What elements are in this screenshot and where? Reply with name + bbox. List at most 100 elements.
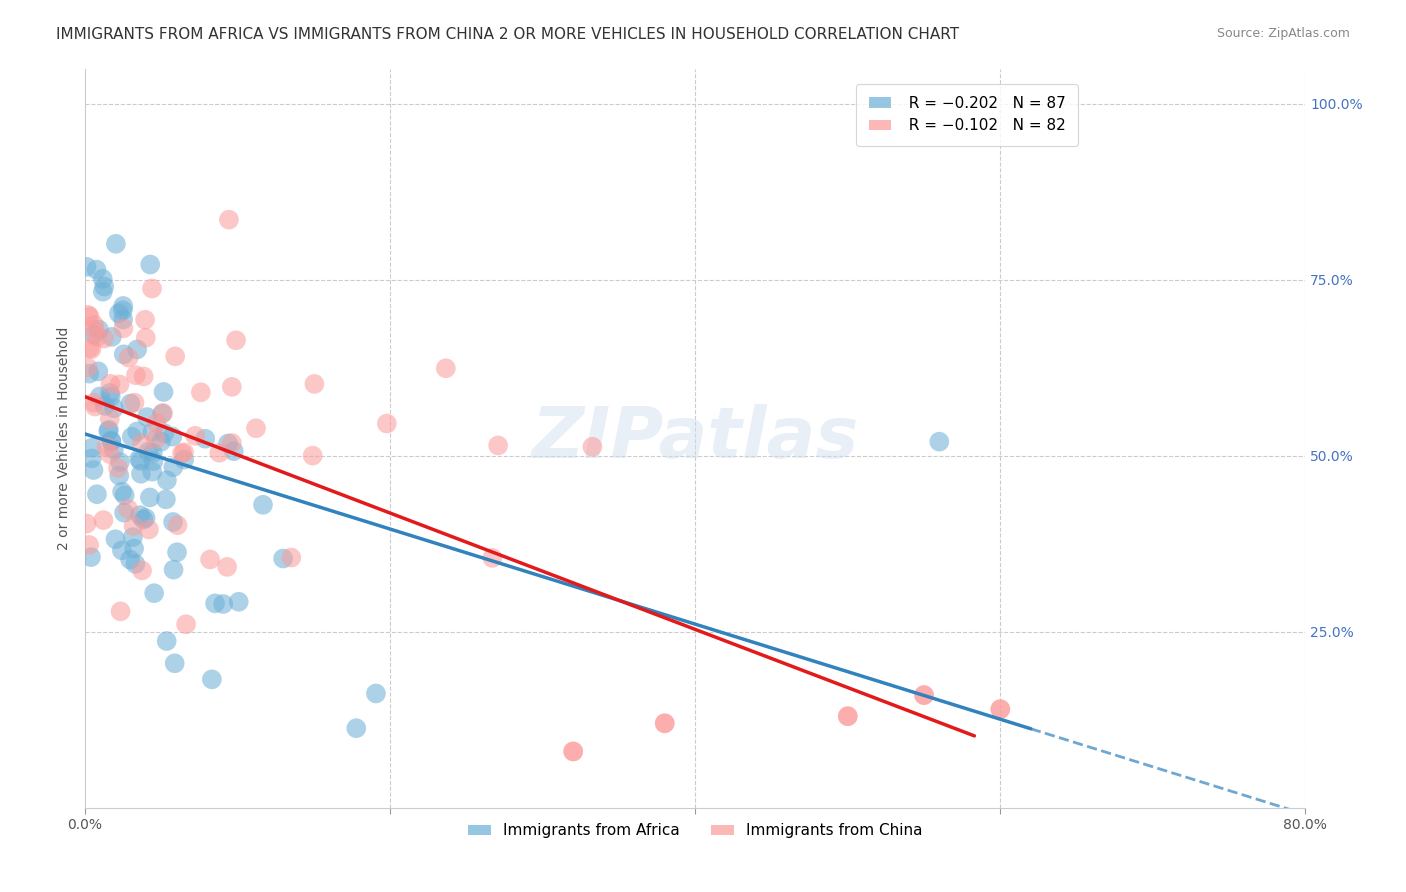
Point (221, 380, 243, 394)
Point (87, 364, 110, 378)
Point (142, 446, 165, 460)
Point (163, 657, 186, 671)
Point (131, 564, 153, 578)
Point (100, 390, 122, 404)
Point (97, 424, 120, 438)
Point (208, 446, 231, 460)
Point (562, 744, 585, 758)
Point (129, 508, 152, 523)
Point (108, 377, 131, 392)
Point (141, 465, 163, 479)
Point (84, 400, 107, 414)
Point (120, 396, 142, 410)
Point (83, 463, 105, 477)
Point (201, 673, 224, 687)
Point (988, 702, 1011, 716)
Point (80, 343, 103, 357)
Point (77, 538, 100, 552)
Point (156, 634, 179, 648)
Point (204, 596, 226, 610)
Point (252, 498, 274, 512)
Point (162, 563, 184, 577)
Point (173, 445, 195, 459)
Point (127, 425, 149, 439)
Point (89, 389, 111, 403)
Point (156, 473, 179, 487)
Point (221, 436, 243, 450)
Point (112, 312, 135, 326)
Point (184, 429, 207, 443)
Point (110, 604, 132, 618)
Point (100, 434, 122, 448)
Point (108, 468, 131, 483)
Point (100, 376, 122, 391)
Point (80, 550, 103, 565)
Point (93, 279, 115, 293)
Point (162, 515, 184, 529)
Point (112, 347, 135, 361)
Point (165, 349, 187, 363)
Point (122, 530, 145, 544)
Point (91, 285, 114, 299)
Point (76, 260, 98, 274)
Point (150, 407, 173, 421)
Point (434, 361, 457, 376)
Point (86, 330, 108, 344)
Point (129, 467, 152, 481)
Point (100, 434, 122, 449)
Point (136, 410, 159, 425)
Point (108, 306, 131, 320)
Point (139, 491, 162, 505)
Point (96, 440, 118, 454)
Point (155, 492, 177, 507)
Point (91, 272, 114, 286)
Point (80, 441, 103, 455)
Point (145, 432, 167, 446)
Point (271, 551, 294, 566)
Point (122, 541, 145, 556)
Point (141, 425, 163, 439)
Point (132, 369, 155, 384)
Point (304, 376, 326, 391)
Point (111, 484, 134, 499)
Point (135, 331, 157, 345)
Point (76, 360, 98, 375)
Point (103, 442, 125, 457)
Point (142, 454, 165, 468)
Point (153, 426, 176, 441)
Text: IMMIGRANTS FROM AFRICA VS IMMIGRANTS FROM CHINA 2 OR MORE VEHICLES IN HOUSEHOLD : IMMIGRANTS FROM AFRICA VS IMMIGRANTS FRO… (56, 27, 959, 42)
Point (104, 532, 127, 546)
Point (138, 444, 160, 458)
Point (93, 332, 115, 346)
Point (80, 451, 103, 466)
Point (654, 716, 676, 731)
Point (134, 312, 156, 326)
Point (562, 744, 585, 758)
Point (486, 438, 509, 452)
Point (112, 321, 135, 335)
Point (86, 262, 108, 277)
Point (245, 421, 267, 435)
Point (138, 523, 160, 537)
Point (166, 545, 188, 559)
Point (301, 449, 323, 463)
Point (135, 511, 157, 525)
Point (218, 212, 240, 227)
Point (108, 455, 131, 469)
Y-axis label: 2 or more Vehicles in Household: 2 or more Vehicles in Household (58, 326, 72, 549)
Point (127, 343, 149, 357)
Point (94, 399, 117, 413)
Point (481, 550, 503, 565)
Point (212, 597, 235, 611)
Point (98, 386, 121, 401)
Point (77, 308, 100, 322)
Point (228, 595, 250, 609)
Point (162, 460, 184, 475)
Point (837, 709, 859, 723)
Point (124, 557, 146, 571)
Point (152, 406, 174, 420)
Point (581, 440, 603, 454)
Point (141, 281, 163, 295)
Point (83, 323, 105, 337)
Point (217, 560, 239, 574)
